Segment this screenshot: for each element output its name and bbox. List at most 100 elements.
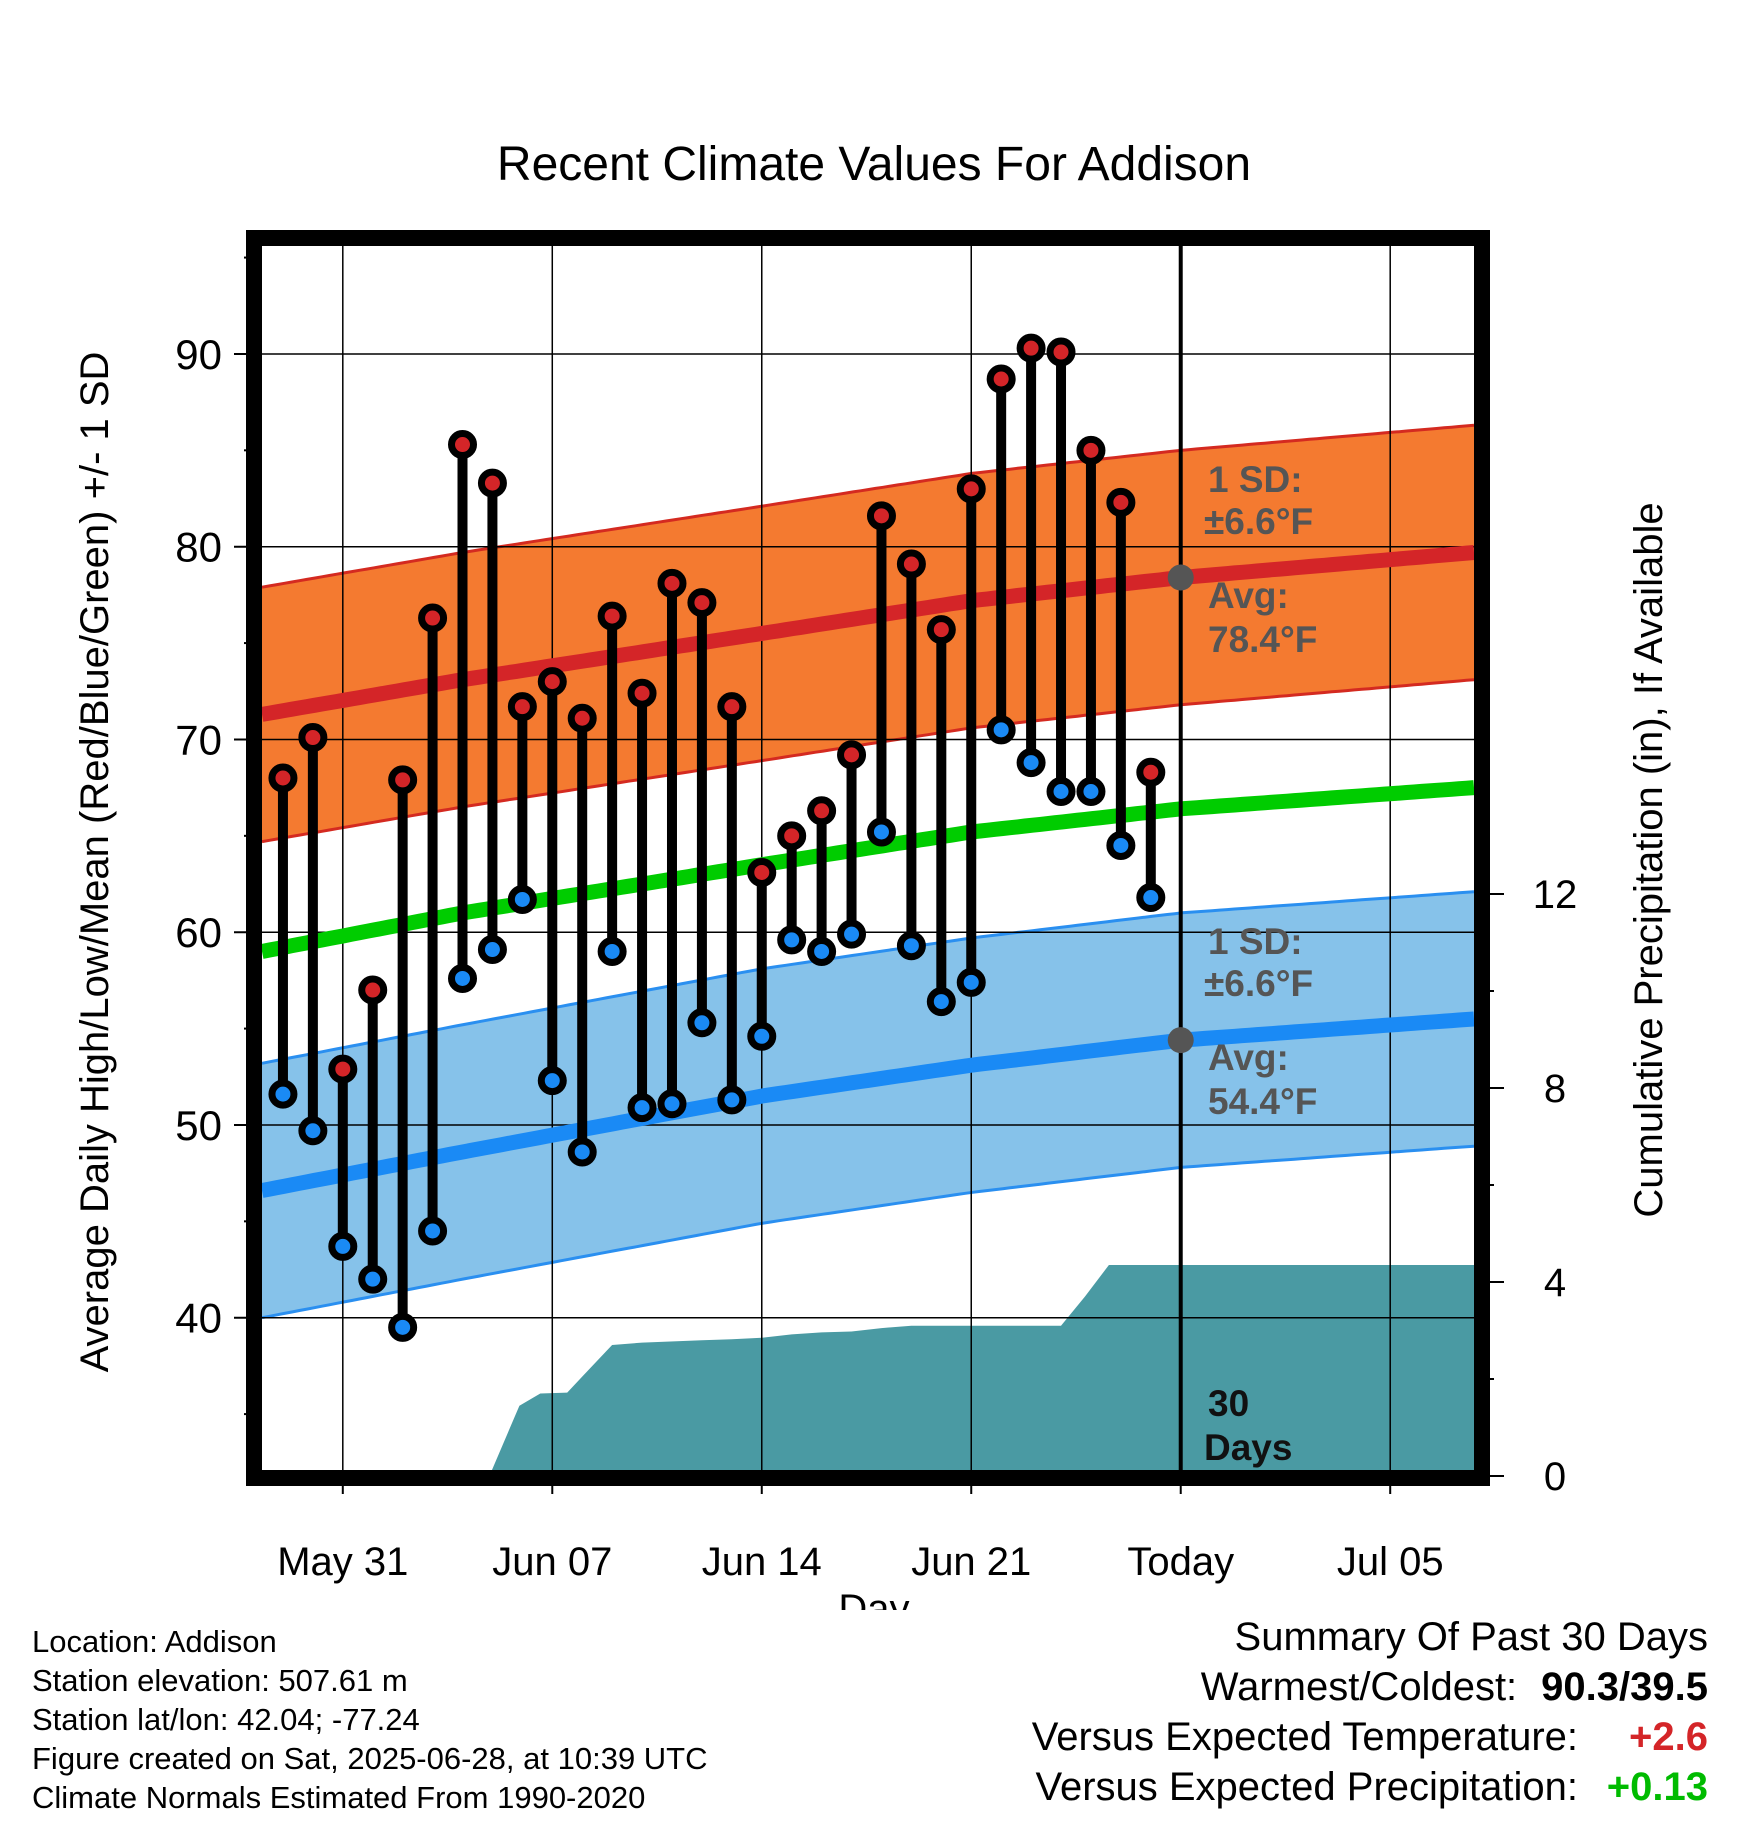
normals-text: Climate Normals Estimated From 1990-2020 [32,1780,646,1815]
summary-warmest-row: Warmest/Coldest: 90.3/39.5 [1032,1662,1708,1712]
low-band-lower-edge [261,1144,1475,1320]
precip-diff-label: Versus Expected Precipitation: [1035,1765,1578,1809]
high-sd-value: ±6.6°F [1204,501,1313,542]
daily-high-point [567,703,597,733]
daily-low-point [837,919,867,949]
daily-low-point [926,987,956,1017]
daily-low-point [627,1093,657,1123]
high-avg-label: Avg: [1208,575,1289,616]
x-tick-label: Today [1127,1540,1234,1584]
low-sd-band [262,891,1474,1318]
daily-low-point [328,1231,358,1261]
daily-low-point [866,817,896,847]
summary-precip-row: Versus Expected Precipitation: +0.13 [1032,1762,1708,1812]
daily-high-point [418,603,448,633]
warmest-label: Warmest/Coldest: [1200,1665,1518,1709]
daily-high-point [388,765,418,795]
high-sd-label: 1 SD: [1208,459,1303,500]
precip-diff-value: +0.13 [1606,1765,1708,1809]
warmest-value: 90.3/39.5 [1541,1665,1708,1709]
y-tick-label: 60 [175,909,222,956]
daily-low-point [537,1066,567,1096]
y2-tick-label: 4 [1544,1261,1566,1305]
daily-low-point [448,963,478,993]
daily-low-point [777,925,807,955]
temp-diff-value: +2.6 [1629,1715,1708,1759]
low-avg-line [260,1011,1475,1198]
low-avg-marker [1167,1027,1194,1054]
daily-high-point [807,796,837,826]
daily-high-point [358,975,388,1005]
y-tick-label: 90 [175,331,222,378]
daily-low-point [747,1021,777,1051]
daily-low-point [477,935,507,965]
daily-high-point [1136,757,1166,787]
x-tick-label: Jun 21 [911,1540,1031,1584]
daily-low-point [1136,883,1166,913]
daily-high-point [597,601,627,631]
daily-high-point [477,468,507,498]
daily-high-point [1106,487,1136,517]
daily-low-point [1076,776,1106,806]
daily-low-point [956,967,986,997]
created-text: Figure created on Sat, 2025-06-28, at 10… [32,1741,708,1776]
y-tick-label: 50 [175,1102,222,1149]
daily-high-point [837,740,867,770]
summary-title: Summary Of Past 30 Days [1234,1615,1708,1659]
daily-high-point [747,857,777,887]
daily-low-point [807,936,837,966]
daily-low-point [388,1312,418,1342]
daily-low-point [717,1085,747,1115]
days-unit-label: Days [1204,1427,1292,1468]
x-axis-label: Day [838,1587,909,1610]
low-avg-label: Avg: [1208,1037,1289,1078]
daily-high-point [1076,435,1106,465]
daily-high-point [687,588,717,618]
daily-high-point [328,1054,358,1084]
low-band-upper-edge [261,890,1475,1065]
days-count-label: 30 [1208,1383,1249,1424]
y2-tick-label: 12 [1533,873,1578,917]
daily-high-point [627,678,657,708]
daily-low-point [597,936,627,966]
daily-low-point [567,1137,597,1167]
y2-tick-label: 0 [1544,1455,1566,1499]
daily-low-point [1106,830,1136,860]
y2-tick-label: 8 [1544,1067,1566,1111]
climate-chart: Recent Climate Values For Addison 405060… [73,138,1671,1610]
daily-high-point [717,692,747,722]
daily-high-point [866,501,896,531]
daily-high-point [956,474,986,504]
daily-low-point [657,1089,687,1119]
x-tick-label: Jun 14 [702,1540,822,1584]
daily-low-point [507,884,537,914]
daily-low-point [896,931,926,961]
plot-frame [246,230,1490,1486]
daily-high-point [507,692,537,722]
daily-low-point [418,1216,448,1246]
temp-diff-label: Versus Expected Temperature: [1031,1715,1578,1759]
high-avg-value: 78.4°F [1208,619,1317,660]
y-tick-label: 80 [175,524,222,571]
daily-low-point [358,1264,388,1294]
summary-temp-row: Versus Expected Temperature: +2.6 [1032,1712,1708,1762]
summary-panel: Summary Of Past 30 Days Warmest/Coldest:… [1032,1612,1708,1812]
daily-high-point [268,763,298,793]
x-tick-label: Jun 07 [492,1540,612,1584]
daily-low-point [268,1079,298,1109]
station-info: Location: Addison Station elevation: 507… [32,1622,708,1817]
chart-title: Recent Climate Values For Addison [497,138,1251,191]
daily-high-point [298,723,328,753]
x-tick-label: Jul 05 [1337,1540,1444,1584]
daily-low-point [1046,776,1076,806]
daily-high-point [537,667,567,697]
x-tick-label: May 31 [277,1540,408,1584]
daily-high-point [896,549,926,579]
daily-high-point [777,821,807,851]
y-tick-label: 40 [175,1295,222,1342]
daily-high-point [657,568,687,598]
low-avg-value: 54.4°F [1208,1081,1317,1122]
daily-low-point [986,715,1016,745]
elevation-text: Station elevation: 507.61 m [32,1663,408,1698]
daily-low-point [1016,748,1046,778]
